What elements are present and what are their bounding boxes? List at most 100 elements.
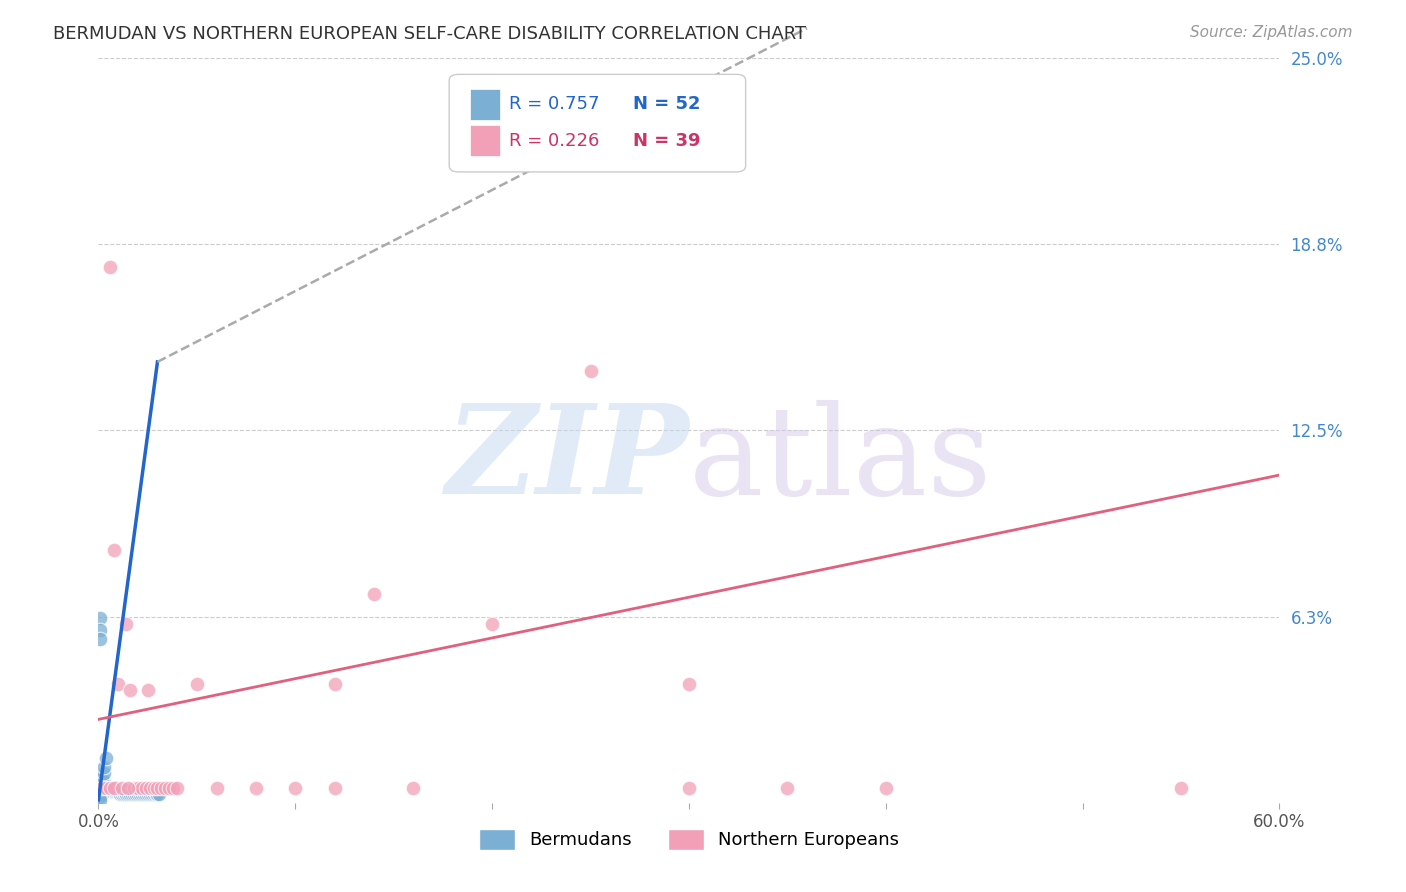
Point bbox=[91, 780, 114, 795]
Point bbox=[155, 780, 177, 795]
Point bbox=[363, 587, 385, 601]
Point bbox=[89, 611, 111, 625]
Point bbox=[402, 780, 425, 795]
Point bbox=[875, 780, 897, 795]
Point bbox=[128, 787, 150, 801]
Point bbox=[162, 780, 184, 795]
Point bbox=[142, 787, 165, 801]
Point bbox=[91, 787, 114, 801]
Point bbox=[101, 784, 124, 798]
Point bbox=[121, 787, 143, 801]
Point bbox=[103, 784, 125, 798]
Point bbox=[117, 787, 139, 801]
Point bbox=[118, 787, 141, 801]
Point bbox=[481, 617, 503, 632]
Point bbox=[323, 676, 346, 690]
Point bbox=[107, 784, 129, 798]
Point bbox=[150, 780, 173, 795]
Point bbox=[89, 632, 111, 646]
Point bbox=[98, 780, 121, 795]
Point bbox=[122, 780, 145, 795]
Point bbox=[89, 787, 111, 801]
Point bbox=[141, 787, 163, 801]
Point bbox=[131, 780, 153, 795]
Point bbox=[579, 364, 602, 378]
Point bbox=[91, 772, 114, 786]
Point bbox=[245, 780, 267, 795]
Point bbox=[101, 780, 124, 795]
Point bbox=[186, 676, 208, 690]
Point bbox=[107, 784, 129, 798]
Point bbox=[112, 787, 135, 801]
Point bbox=[135, 780, 157, 795]
Point bbox=[115, 617, 138, 632]
FancyBboxPatch shape bbox=[449, 74, 745, 172]
Point bbox=[117, 780, 139, 795]
Point bbox=[122, 787, 145, 801]
FancyBboxPatch shape bbox=[471, 125, 501, 156]
Point bbox=[115, 787, 138, 801]
Point bbox=[97, 784, 120, 798]
Point bbox=[107, 676, 129, 690]
Point bbox=[1170, 780, 1192, 795]
Point bbox=[89, 623, 111, 637]
Point bbox=[93, 766, 115, 780]
Point bbox=[127, 780, 149, 795]
Point bbox=[105, 784, 128, 798]
Point bbox=[96, 780, 118, 795]
Point bbox=[98, 784, 121, 798]
Point bbox=[91, 780, 114, 795]
Point bbox=[135, 787, 157, 801]
Point bbox=[89, 793, 111, 807]
FancyBboxPatch shape bbox=[471, 88, 501, 120]
Point bbox=[146, 780, 169, 795]
Point bbox=[678, 780, 700, 795]
Point bbox=[96, 751, 118, 765]
Point bbox=[103, 542, 125, 557]
Text: ZIP: ZIP bbox=[446, 400, 689, 521]
Point bbox=[98, 780, 121, 795]
Point bbox=[131, 787, 153, 801]
Point bbox=[111, 780, 134, 795]
Point bbox=[146, 787, 169, 801]
Point bbox=[105, 780, 128, 795]
Point bbox=[142, 780, 165, 795]
Text: R = 0.757: R = 0.757 bbox=[509, 95, 600, 113]
Legend: Bermudans, Northern Europeans: Bermudans, Northern Europeans bbox=[471, 822, 907, 857]
Point bbox=[103, 780, 125, 795]
Point bbox=[127, 787, 149, 801]
Point bbox=[112, 784, 135, 798]
Point bbox=[157, 780, 180, 795]
Text: atlas: atlas bbox=[689, 400, 993, 521]
Text: R = 0.226: R = 0.226 bbox=[509, 132, 600, 150]
Point bbox=[136, 787, 159, 801]
Point bbox=[125, 787, 148, 801]
Point bbox=[93, 780, 115, 795]
Point bbox=[118, 682, 141, 697]
Point bbox=[91, 780, 114, 795]
Text: N = 39: N = 39 bbox=[634, 132, 702, 150]
Point bbox=[145, 787, 167, 801]
Point bbox=[97, 780, 120, 795]
Point bbox=[103, 784, 125, 798]
Point bbox=[138, 787, 160, 801]
Point bbox=[111, 787, 134, 801]
Point bbox=[323, 780, 346, 795]
Point bbox=[678, 676, 700, 690]
Point bbox=[98, 260, 121, 274]
Point bbox=[148, 787, 170, 801]
Text: Source: ZipAtlas.com: Source: ZipAtlas.com bbox=[1189, 25, 1353, 40]
Point bbox=[776, 780, 799, 795]
Point bbox=[96, 780, 118, 795]
Point bbox=[93, 760, 115, 774]
Text: N = 52: N = 52 bbox=[634, 95, 702, 113]
Point bbox=[138, 780, 160, 795]
Point bbox=[111, 784, 134, 798]
Point bbox=[108, 787, 131, 801]
Point bbox=[93, 775, 115, 789]
Point bbox=[284, 780, 307, 795]
Point bbox=[132, 787, 155, 801]
Point bbox=[96, 778, 118, 792]
Text: BERMUDAN VS NORTHERN EUROPEAN SELF-CARE DISABILITY CORRELATION CHART: BERMUDAN VS NORTHERN EUROPEAN SELF-CARE … bbox=[53, 25, 807, 43]
Point bbox=[136, 682, 159, 697]
